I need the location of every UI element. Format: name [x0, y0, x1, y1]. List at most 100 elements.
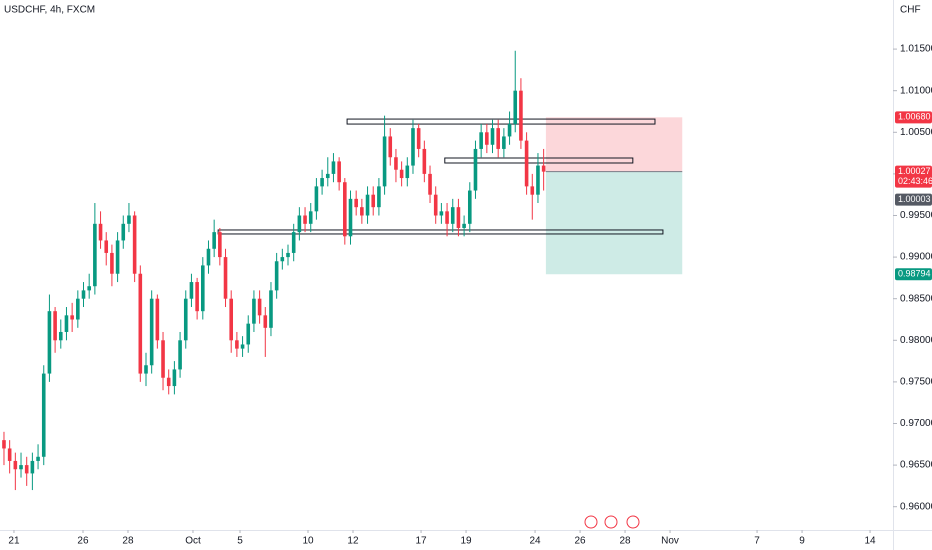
- candle-body: [110, 252, 114, 274]
- candle-body: [104, 240, 109, 253]
- candle-body: [445, 211, 449, 224]
- candle-body: [399, 169, 404, 179]
- candle-body: [229, 298, 234, 341]
- candle-body: [325, 173, 330, 179]
- candle-body: [405, 165, 410, 179]
- candle-body: [218, 232, 222, 258]
- x-tick-label: 28: [122, 536, 134, 547]
- candle-body: [360, 207, 364, 216]
- candle-body: [53, 311, 57, 341]
- candle-body: [2, 440, 6, 449]
- candle-body: [252, 298, 256, 324]
- candle-body: [331, 161, 336, 174]
- candle-body: [343, 182, 347, 237]
- candle-body: [166, 377, 171, 387]
- candle-body: [388, 136, 393, 158]
- y-tick-label: 1.01000: [900, 85, 932, 96]
- candle-body: [149, 298, 154, 366]
- candle-body: [371, 194, 376, 208]
- candle-body: [348, 198, 353, 237]
- target-zone: [545, 171, 683, 275]
- candle-body: [70, 315, 74, 320]
- candle-body: [286, 252, 290, 258]
- candle-body: [467, 190, 472, 224]
- x-tick-label: 24: [529, 536, 541, 547]
- price-label-bg: [895, 111, 932, 124]
- chart-title: USDCHF, 4h, FXCM: [4, 5, 95, 16]
- candle-body: [240, 344, 245, 349]
- candle-body: [93, 223, 97, 287]
- y-tick-label: 0.99500: [900, 210, 932, 221]
- event-icon[interactable]: [604, 515, 618, 529]
- candle-body: [41, 373, 46, 457]
- candle-body: [411, 128, 415, 166]
- price-label-bg: [895, 268, 932, 281]
- candle-body: [433, 194, 438, 216]
- candle-body: [365, 194, 370, 216]
- candle-body: [161, 340, 165, 378]
- x-tick-label: 19: [460, 536, 472, 547]
- candle-body: [64, 315, 69, 332]
- candle-body: [422, 148, 427, 174]
- candle-body: [132, 215, 137, 274]
- candle-body: [121, 223, 126, 241]
- price-label: 1.00680: [898, 112, 931, 122]
- candle-body: [206, 248, 211, 266]
- candle-body: [530, 186, 535, 195]
- candle-body: [212, 232, 216, 249]
- zone-box: [346, 118, 656, 125]
- x-tick-label: Nov: [661, 536, 679, 547]
- candle-body: [513, 90, 518, 124]
- candle-body: [297, 215, 302, 233]
- candle-body: [496, 128, 500, 149]
- candle-body: [178, 340, 182, 370]
- candle-body: [490, 128, 495, 145]
- candle-body: [314, 186, 319, 212]
- candle-body: [246, 323, 251, 345]
- x-tick-label: 21: [8, 536, 20, 547]
- candle-body: [13, 460, 18, 470]
- candle-body: [507, 123, 512, 137]
- candle-body: [274, 261, 279, 291]
- event-icon[interactable]: [584, 515, 598, 529]
- price-label: 0.98794: [898, 269, 931, 279]
- candle-body: [291, 232, 296, 253]
- candle-body: [354, 198, 358, 208]
- candle-body: [30, 460, 35, 474]
- candle-body: [428, 173, 432, 195]
- candle-body: [462, 223, 466, 228]
- price-label: 1.00027: [898, 166, 931, 176]
- x-tick-label: 26: [574, 536, 586, 547]
- candle-body: [479, 132, 483, 149]
- candle-body: [7, 448, 12, 461]
- candle-body: [536, 165, 540, 195]
- candle-body: [416, 128, 421, 149]
- event-icon[interactable]: [626, 515, 640, 529]
- candle-body: [303, 215, 307, 224]
- candle-body: [308, 211, 313, 224]
- candle-body: [155, 298, 160, 341]
- zone-box: [217, 229, 664, 235]
- candle-body: [58, 331, 63, 341]
- x-tick-label: 10: [302, 536, 314, 547]
- candle-body: [19, 465, 23, 470]
- x-tick-label: 9: [799, 536, 805, 547]
- x-tick-label: 14: [864, 536, 876, 547]
- price-label-bg: [895, 193, 932, 206]
- y-tick-label: 1.00500: [900, 127, 932, 138]
- candle-body: [24, 465, 29, 474]
- x-tick-label: 17: [415, 536, 427, 547]
- zone-box: [444, 157, 634, 164]
- candle-body: [485, 132, 489, 145]
- candle-body: [195, 282, 199, 312]
- candle-body: [382, 136, 387, 187]
- x-tick-label: 7: [754, 536, 760, 547]
- candle-body: [519, 90, 523, 141]
- candle-body: [183, 298, 188, 341]
